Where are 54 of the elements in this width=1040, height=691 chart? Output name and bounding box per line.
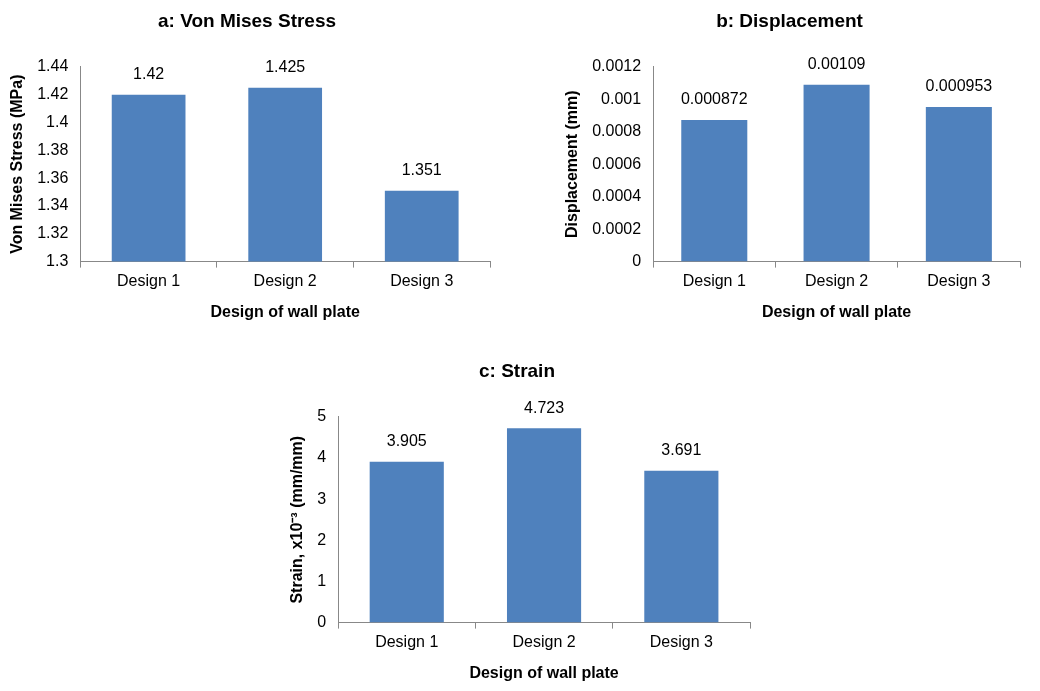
y-tick-label: 4 [317, 448, 327, 466]
y-axis-title: Von Mises Stress (MPa) [8, 74, 26, 254]
chart-title: b: Displacement [716, 9, 864, 31]
data-label: 0.000953 [925, 77, 993, 95]
data-label: 1.42 [133, 65, 165, 83]
bar [506, 428, 582, 623]
chart-title: a: Von Mises Stress [157, 9, 337, 31]
x-tick-label: Design 3 [927, 271, 991, 289]
x-tick-label: Design 3 [649, 632, 714, 650]
chart-title: c: Strain [478, 359, 556, 381]
data-label: 3.691 [661, 441, 702, 459]
bar [644, 470, 719, 623]
x-tick-label: Design 1 [682, 271, 746, 289]
y-tick-label: 0.001 [601, 89, 642, 107]
y-tick-label: 3 [317, 489, 327, 507]
y-tick-label: 1.32 [37, 224, 69, 242]
y-tick-label: 1.34 [37, 196, 69, 214]
y-tick-label: 0.0004 [592, 187, 642, 205]
x-tick-label: Design 1 [117, 271, 181, 289]
data-label: 4.723 [524, 398, 565, 416]
x-axis-title: Design of wall plate [761, 302, 912, 320]
y-axis-title: Strain, x10⁻³ (mm/mm) [288, 435, 306, 604]
y-tick-label: 1.42 [37, 85, 69, 103]
y-tick-label: 1.36 [37, 168, 69, 186]
bar [681, 120, 748, 262]
y-tick-label: 0 [317, 613, 327, 631]
y-tick-label: 0.0002 [592, 219, 642, 237]
y-axis-title: Displacement (mm) [563, 90, 581, 238]
bar [925, 106, 992, 262]
y-tick-label: 2 [317, 530, 327, 548]
y-tick-label: 0.0012 [592, 57, 642, 75]
x-axis-title: Design of wall plate [210, 302, 360, 320]
y-tick-label: 0 [632, 252, 642, 270]
data-label: 1.351 [401, 161, 442, 179]
x-tick-label: Design 2 [804, 271, 869, 289]
x-axis-title: Design of wall plate [469, 663, 619, 681]
bar [803, 84, 870, 262]
y-tick-label: 1.3 [46, 252, 69, 270]
y-tick-label: 0.0008 [592, 122, 642, 140]
x-tick-label: Design 1 [375, 632, 439, 650]
y-tick-label: 5 [317, 407, 327, 425]
y-tick-label: 1.38 [37, 140, 69, 158]
y-tick-label: 1 [317, 571, 327, 589]
data-label: 3.905 [386, 432, 427, 450]
data-label: 0.00109 [807, 55, 866, 73]
bar [369, 461, 444, 623]
y-tick-label: 0.0006 [592, 154, 642, 172]
y-tick-label: 1.44 [37, 57, 69, 75]
data-label: 0.000872 [680, 90, 748, 108]
data-label: 1.425 [265, 58, 306, 76]
x-tick-label: Design 2 [253, 271, 317, 289]
x-tick-label: Design 2 [512, 632, 576, 650]
x-tick-label: Design 3 [390, 271, 454, 289]
y-tick-label: 1.4 [46, 112, 69, 130]
